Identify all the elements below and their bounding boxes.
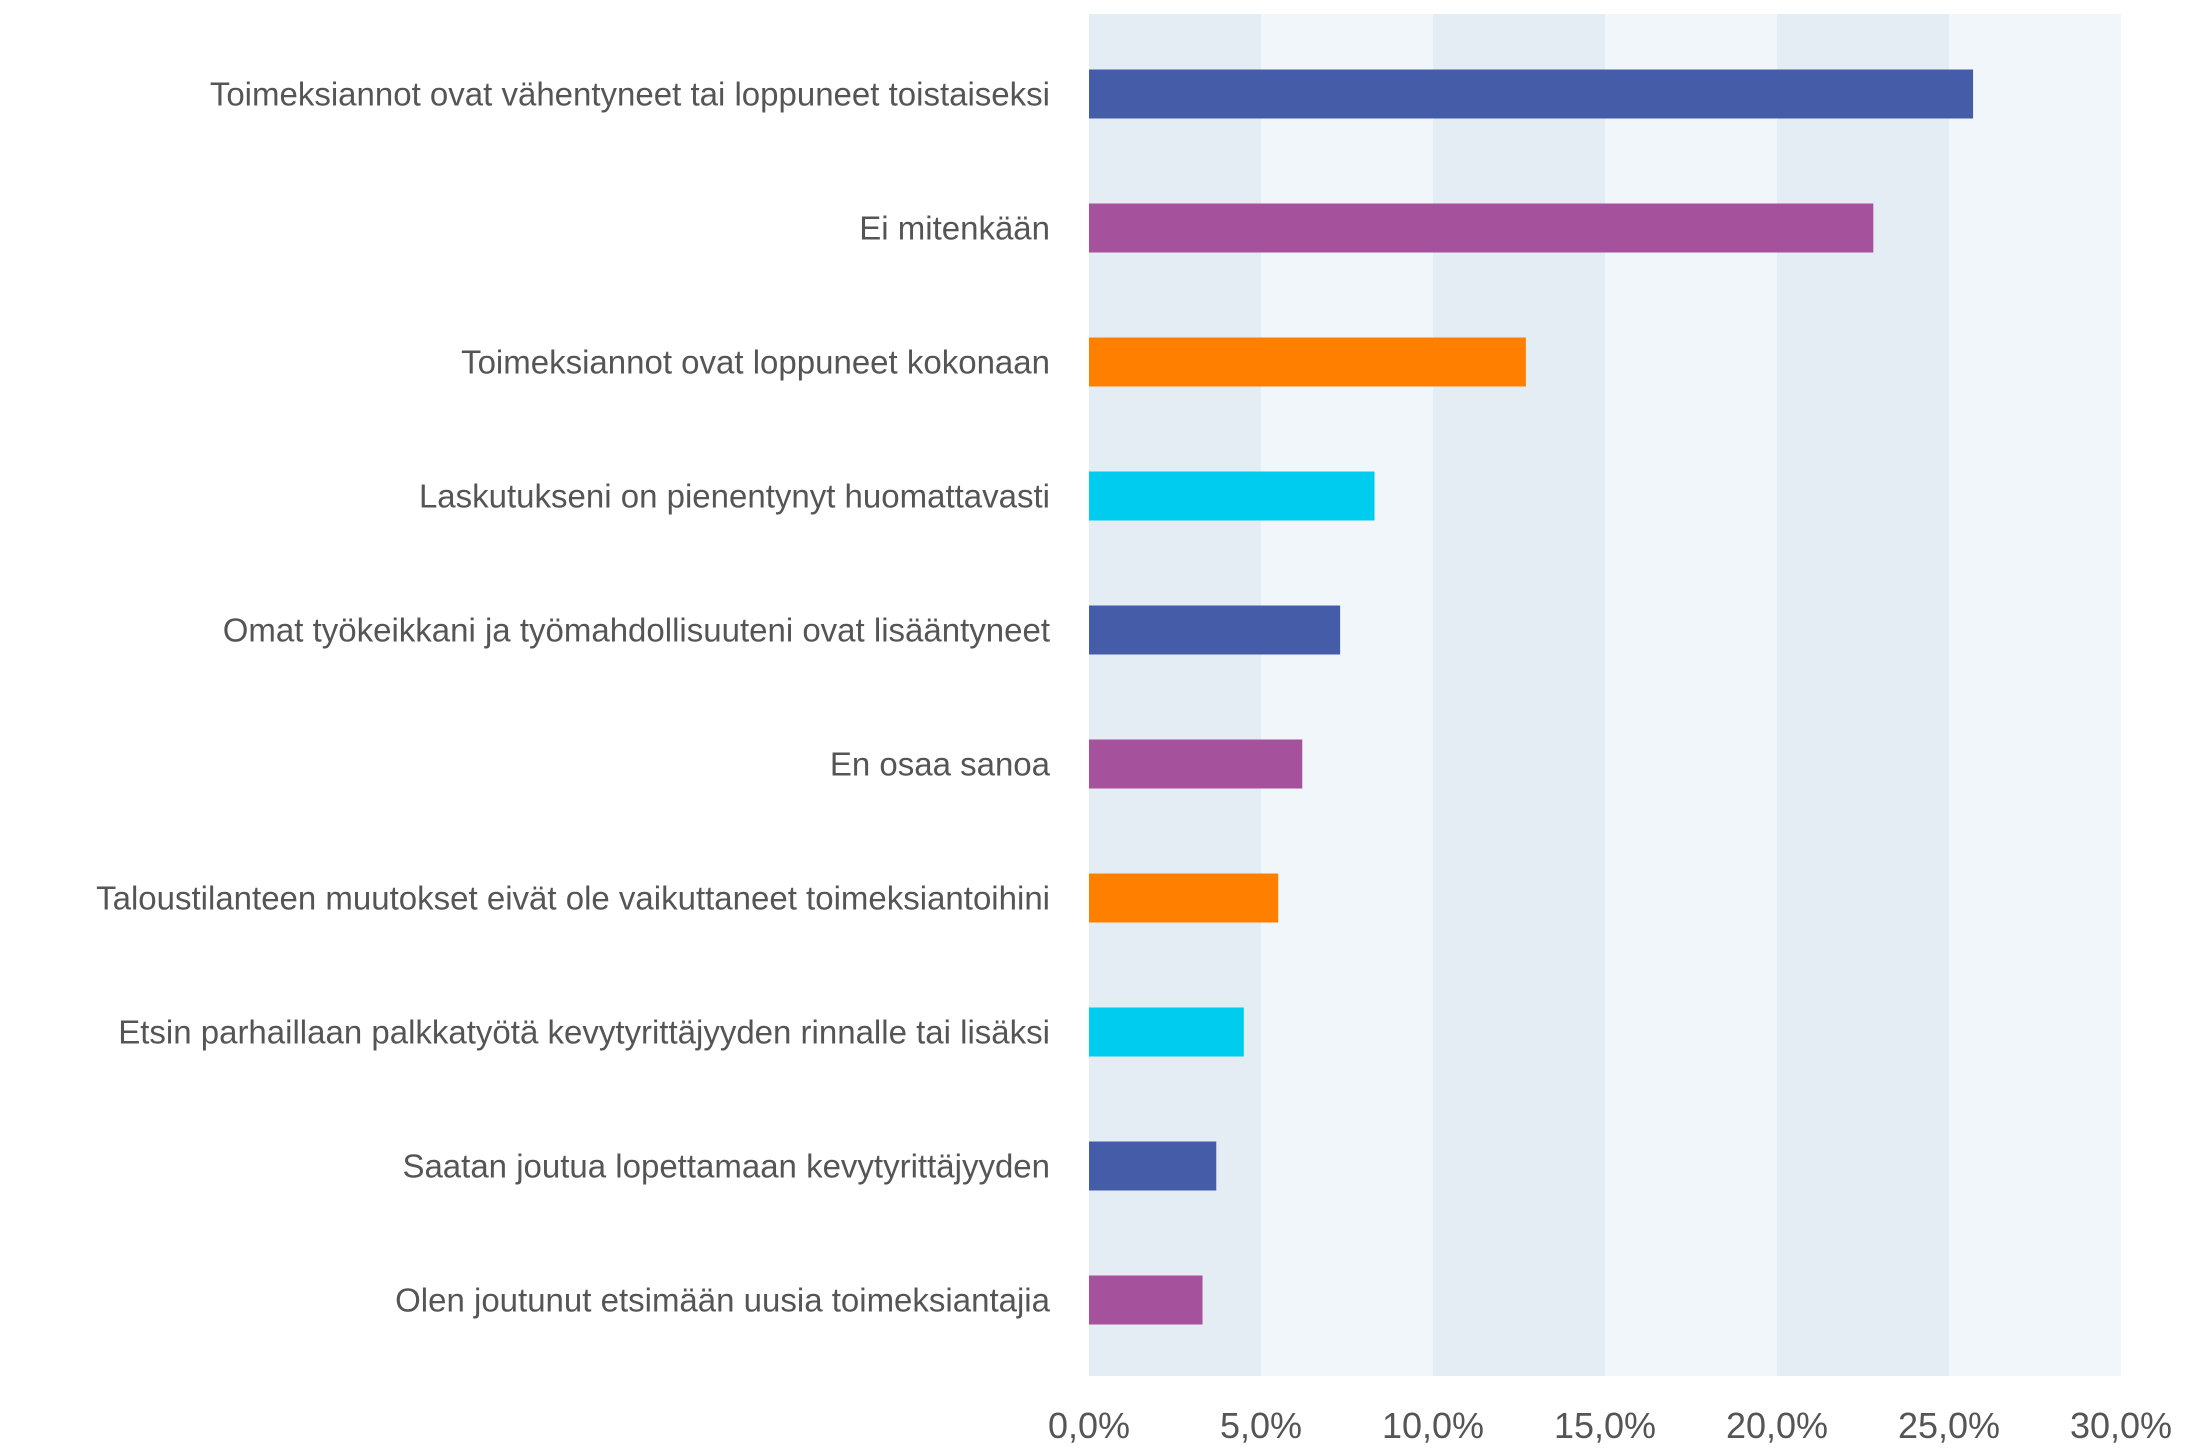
category-label: Ei mitenkään bbox=[859, 209, 1050, 247]
x-tick-label: 10,0% bbox=[1382, 1405, 1484, 1446]
bar bbox=[1089, 471, 1375, 521]
category-label: Omat työkeikkani ja työmahdollisuuteni o… bbox=[222, 611, 1050, 649]
category-label: Laskutukseni on pienentynyt huomattavast… bbox=[418, 477, 1050, 515]
bar bbox=[1089, 1007, 1244, 1057]
category-label: En osaa sanoa bbox=[829, 745, 1050, 783]
bar bbox=[1089, 203, 1874, 253]
category-label: Olen joutunut etsimään uusia toimeksiant… bbox=[395, 1281, 1050, 1319]
bar bbox=[1089, 739, 1303, 789]
bar bbox=[1089, 1275, 1203, 1325]
category-label: Toimeksiannot ovat vähentyneet tai loppu… bbox=[209, 75, 1050, 113]
category-label: Saatan joutua lopettamaan kevytyrittäjyy… bbox=[402, 1147, 1050, 1185]
bar bbox=[1089, 337, 1526, 387]
bar bbox=[1089, 873, 1279, 923]
band bbox=[1949, 14, 2121, 1376]
x-tick-label: 5,0% bbox=[1220, 1405, 1302, 1446]
category-label: Toimeksiannot ovat loppuneet kokonaan bbox=[461, 343, 1050, 381]
bar bbox=[1089, 1141, 1217, 1191]
x-tick-label: 30,0% bbox=[2070, 1405, 2172, 1446]
category-label: Taloustilanteen muutokset eivät ole vaik… bbox=[96, 879, 1050, 917]
bar bbox=[1089, 605, 1341, 655]
category-label: Etsin parhaillaan palkkatyötä kevytyritt… bbox=[118, 1013, 1050, 1051]
bar bbox=[1089, 69, 1974, 119]
x-tick-label: 15,0% bbox=[1554, 1405, 1656, 1446]
x-tick-label: 25,0% bbox=[1898, 1405, 2000, 1446]
x-tick-label: 0,0% bbox=[1048, 1405, 1130, 1446]
x-tick-label: 20,0% bbox=[1726, 1405, 1828, 1446]
